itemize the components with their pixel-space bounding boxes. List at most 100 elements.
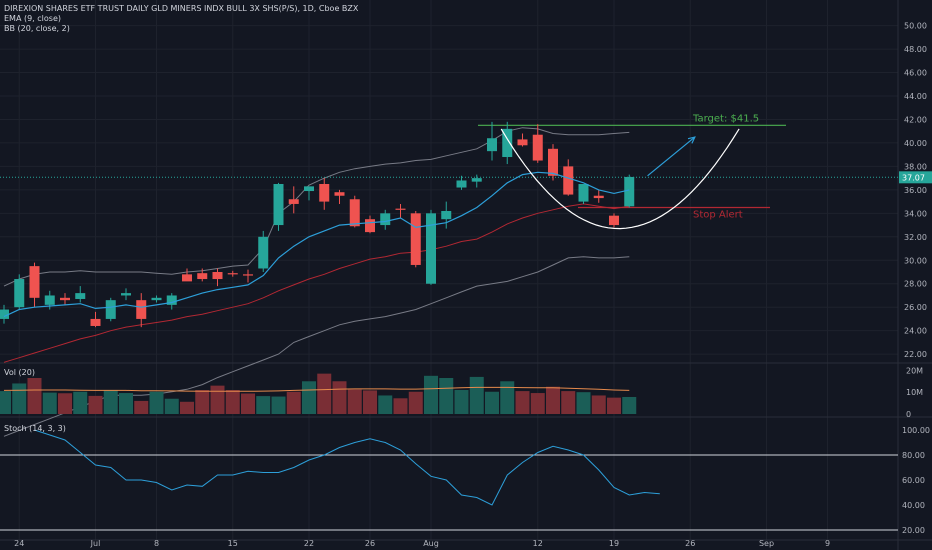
ema-indicator-label[interactable]: EMA (9, close) — [4, 14, 61, 23]
candle-body[interactable] — [319, 184, 330, 202]
volume-bar[interactable] — [454, 390, 469, 414]
candle-body[interactable] — [258, 236, 269, 269]
candle-body[interactable] — [487, 138, 497, 152]
candle-body[interactable] — [166, 295, 177, 305]
volume-bar[interactable] — [164, 398, 179, 414]
candle-body[interactable] — [304, 186, 314, 192]
volume-bar[interactable] — [0, 391, 11, 414]
candle-body[interactable] — [624, 176, 635, 207]
candle-body[interactable] — [0, 309, 9, 319]
volume-bar[interactable] — [515, 391, 530, 414]
volume-bar[interactable] — [73, 391, 88, 414]
candle-body[interactable] — [349, 199, 360, 227]
cup-arc-drawing[interactable] — [500, 128, 740, 230]
candle-body[interactable] — [90, 318, 101, 326]
candle-body[interactable] — [532, 134, 543, 161]
stoch-axis-tick-label: 100.00 — [902, 426, 930, 435]
time-axis-tick-label: 24 — [14, 539, 24, 548]
candle-body[interactable] — [578, 184, 589, 202]
volume-bar[interactable] — [225, 390, 240, 414]
volume-bar[interactable] — [363, 390, 377, 414]
candle-body[interactable] — [456, 180, 467, 188]
candle-body[interactable] — [197, 273, 208, 280]
time-axis-tick-label: Sep — [759, 539, 774, 548]
candle-body[interactable] — [44, 295, 55, 305]
projection-arrow-line[interactable] — [647, 136, 696, 177]
candle-body[interactable] — [212, 272, 223, 280]
volume-bar[interactable] — [103, 390, 118, 414]
volume-bar[interactable] — [241, 393, 255, 414]
candle-body[interactable] — [227, 273, 238, 275]
candle-body[interactable] — [60, 297, 70, 301]
candle-body[interactable] — [243, 274, 253, 276]
volume-bar[interactable] — [149, 391, 164, 414]
volume-bar[interactable] — [119, 393, 133, 414]
candle-body[interactable] — [121, 293, 131, 296]
volume-bar[interactable] — [485, 391, 499, 414]
volume-bar[interactable] — [530, 393, 545, 414]
volume-bar[interactable] — [180, 401, 194, 414]
candle-body[interactable] — [182, 274, 192, 282]
volume-bar[interactable] — [607, 397, 621, 414]
price-axis-tick-label: 34.00 — [904, 209, 927, 218]
candle-body[interactable] — [593, 195, 604, 199]
volume-bar[interactable] — [591, 395, 606, 414]
volume-bar[interactable] — [500, 381, 515, 414]
volume-bar[interactable] — [42, 392, 57, 414]
stoch-axis-tick-label: 20.00 — [902, 526, 925, 535]
volume-bar[interactable] — [271, 396, 286, 414]
volume-bar[interactable] — [378, 395, 393, 414]
stoch-indicator-label[interactable]: Stoch (14, 3, 3) — [4, 424, 66, 433]
candle-body[interactable] — [502, 128, 513, 158]
volume-bar[interactable] — [317, 373, 332, 414]
candle-body[interactable] — [395, 208, 406, 210]
time-axis-tick-label: Jul — [90, 539, 101, 548]
volume-bar[interactable] — [576, 392, 591, 414]
candle-body[interactable] — [563, 166, 574, 195]
volume-bar[interactable] — [332, 381, 347, 414]
candle-body[interactable] — [288, 199, 299, 204]
bb-indicator-label[interactable]: BB (20, close, 2) — [4, 24, 70, 33]
symbol-title[interactable]: DIREXION SHARES ETF TRUST DAILY GLD MINE… — [4, 4, 359, 13]
volume-bar[interactable] — [424, 375, 438, 414]
volume-bar[interactable] — [134, 400, 149, 414]
volume-indicator-label[interactable]: Vol (20) — [4, 368, 35, 377]
volume-bar[interactable] — [546, 386, 560, 414]
candle-body[interactable] — [517, 139, 528, 146]
volume-bar[interactable] — [256, 396, 271, 414]
volume-bar[interactable] — [408, 391, 423, 414]
candle-body[interactable] — [365, 219, 375, 233]
candle-body[interactable] — [136, 300, 147, 319]
volume-bar[interactable] — [210, 385, 225, 414]
candle-body[interactable] — [334, 192, 345, 196]
volume-legend: Vol (20) — [4, 368, 35, 378]
volume-bar[interactable] — [27, 378, 42, 414]
volume-bar[interactable] — [439, 378, 454, 414]
volume-bar[interactable] — [561, 391, 576, 414]
candle-body[interactable] — [548, 148, 558, 176]
candle-body[interactable] — [441, 210, 452, 220]
time-axis-tick-label: 8 — [154, 539, 159, 548]
candle-body[interactable] — [273, 184, 284, 226]
candle-body[interactable] — [426, 213, 436, 284]
candle-body[interactable] — [410, 213, 421, 265]
volume-bar[interactable] — [393, 398, 408, 414]
volume-bar[interactable] — [12, 383, 27, 414]
candle-body[interactable] — [75, 293, 86, 299]
volume-bar[interactable] — [58, 393, 72, 414]
volume-bar[interactable] — [622, 396, 637, 414]
volume-bar[interactable] — [302, 381, 316, 414]
candle-body[interactable] — [29, 266, 40, 298]
volume-bar[interactable] — [88, 395, 103, 414]
candle-body[interactable] — [609, 215, 619, 226]
volume-bar[interactable] — [286, 391, 301, 414]
volume-bar[interactable] — [469, 376, 484, 414]
candle-body[interactable] — [380, 213, 391, 226]
volume-bar[interactable] — [347, 389, 362, 414]
candle-body[interactable] — [105, 300, 116, 319]
volume-bar[interactable] — [195, 390, 210, 414]
candle-body[interactable] — [14, 279, 25, 308]
candle-body[interactable] — [471, 178, 482, 182]
candle-body[interactable] — [151, 297, 162, 301]
